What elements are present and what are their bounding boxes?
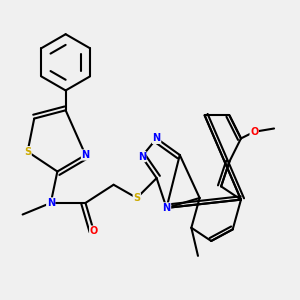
Text: O: O	[250, 127, 258, 137]
Text: N: N	[47, 198, 55, 208]
Text: N: N	[81, 150, 89, 160]
Text: N: N	[153, 134, 161, 143]
Text: N: N	[163, 203, 171, 213]
Text: O: O	[90, 226, 98, 236]
Text: S: S	[133, 193, 140, 203]
Text: S: S	[24, 147, 31, 157]
Text: N: N	[138, 152, 146, 162]
